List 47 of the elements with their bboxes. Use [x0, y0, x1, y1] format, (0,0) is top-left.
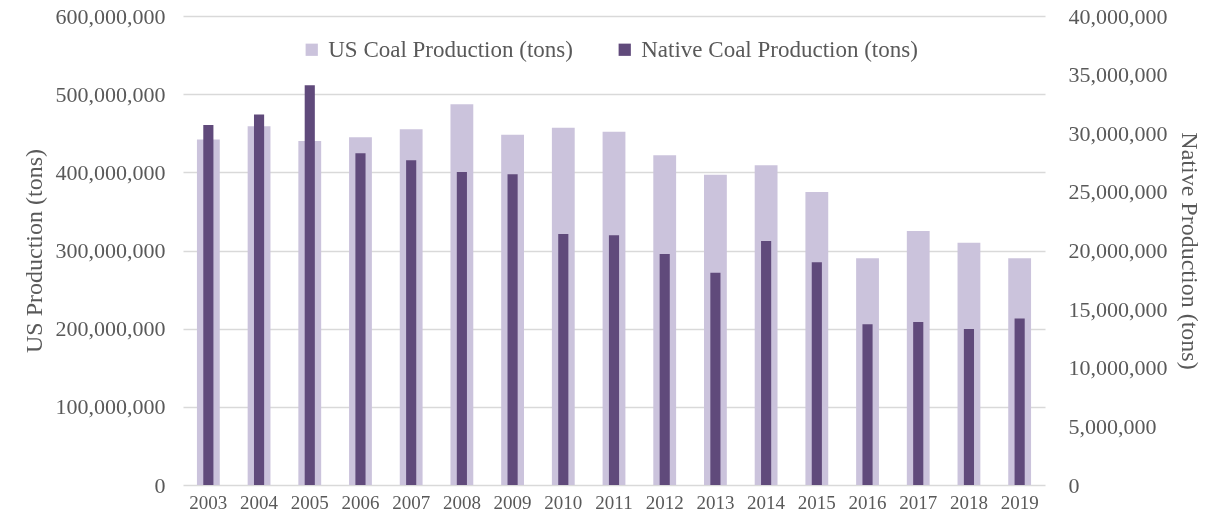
bar: [558, 234, 569, 485]
y-tick-label: 400,000,000: [55, 159, 166, 185]
bar: [710, 272, 721, 485]
x-tick-label: 2005: [290, 491, 329, 513]
y2-tick-label: 25,000,000: [1068, 179, 1168, 205]
x-tick-label: 2016: [848, 491, 887, 513]
bar: [913, 322, 924, 485]
y2-tick-label: 15,000,000: [1068, 296, 1168, 322]
y2-tick-label: 40,000,000: [1068, 3, 1168, 29]
y-tick-label: 600,000,000: [55, 3, 166, 29]
bar: [761, 241, 772, 485]
y2-axis-title: Native Production (tons): [1176, 132, 1203, 370]
bar: [608, 235, 620, 485]
y-axis-title: US Production (tons): [20, 149, 47, 353]
x-tick-label: 2006: [341, 491, 380, 513]
x-tick-label: 2019: [1000, 491, 1039, 513]
y2-tick-label: 30,000,000: [1068, 120, 1168, 146]
x-tick-label: 2007: [392, 491, 431, 513]
y-tick-label: 300,000,000: [55, 238, 166, 263]
y-tick-label: 200,000,000: [55, 316, 166, 342]
x-tick-label: 2008: [442, 491, 481, 513]
x-tick-label: 2012: [645, 491, 684, 513]
x-tick-label: 2011: [595, 491, 633, 513]
y-tick-label: 0: [154, 472, 166, 498]
x-tick-label: 2013: [696, 491, 735, 513]
y2-tick-label: 0: [1068, 472, 1080, 498]
y-tick-label: 500,000,000: [55, 81, 166, 107]
x-tick-label: 2017: [899, 491, 938, 513]
bar: [659, 254, 670, 485]
y2-tick-label: 35,000,000: [1068, 62, 1168, 88]
x-tick-label: 2010: [544, 491, 583, 513]
x-tick-label: 2004: [240, 491, 279, 513]
x-tick-label: 2018: [949, 491, 988, 513]
bar: [963, 329, 975, 485]
y2-tick-label: 10,000,000: [1068, 355, 1168, 381]
y2-tick-label: 20,000,000: [1068, 238, 1168, 263]
legend-label: US Coal Production (tons): [328, 36, 573, 62]
x-tick-label: 2003: [189, 491, 228, 513]
legend-label: Native Coal Production (tons): [641, 36, 918, 62]
bar: [862, 324, 873, 485]
bar: [1014, 318, 1025, 485]
y2-tick-label: 5,000,000: [1068, 413, 1157, 439]
x-tick-label: 2014: [747, 491, 786, 513]
x-tick-label: 2009: [493, 491, 532, 513]
x-tick-label: 2015: [797, 491, 836, 513]
y-tick-label: 100,000,000: [55, 394, 166, 420]
bar: [811, 262, 822, 485]
